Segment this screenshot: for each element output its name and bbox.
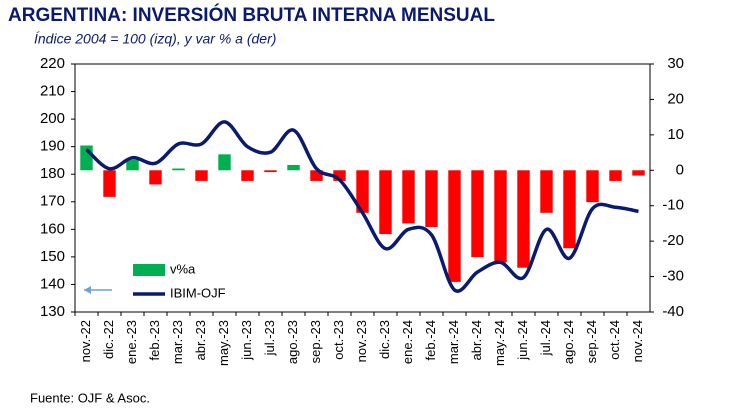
x-tick-label: jul.-24 — [538, 320, 553, 356]
bar — [517, 170, 530, 268]
x-tick-label: oct.-23 — [331, 320, 346, 360]
bar — [609, 170, 622, 181]
y-tick-label: 200 — [40, 110, 65, 127]
legend-label: IBIM-OJF — [170, 285, 226, 300]
bar — [471, 170, 484, 258]
x-tick-label: feb.-23 — [147, 320, 162, 360]
legend-label: v%a — [170, 261, 196, 276]
bar — [333, 170, 346, 181]
x-tick-label: may.-23 — [216, 320, 231, 366]
bar — [586, 170, 599, 203]
plot-frame — [74, 63, 651, 313]
bar — [540, 170, 553, 213]
legend-arrow — [84, 286, 112, 294]
x-tick-label: mar.-23 — [170, 320, 185, 364]
x-tick-label: nov.-22 — [78, 320, 93, 362]
y2-tick-label: 10 — [667, 126, 684, 143]
x-tick-label: sep.-24 — [584, 320, 599, 363]
x-tick-label: ago.-23 — [285, 320, 300, 364]
x-tick-label: abr.-23 — [193, 320, 208, 360]
bar — [425, 170, 438, 227]
x-tick-label: ene.-23 — [124, 320, 139, 364]
bar — [172, 168, 185, 171]
bar — [563, 170, 576, 249]
bar — [103, 170, 116, 197]
y2-tick-label: -30 — [662, 268, 684, 285]
source: Fuente: OJF & Asoc. — [30, 390, 150, 405]
bar — [310, 170, 323, 181]
bar — [149, 170, 162, 185]
y-tick-label: 150 — [40, 248, 65, 265]
y2-tick-label: -10 — [662, 197, 684, 214]
bar — [218, 154, 231, 171]
y2-tick-label: 30 — [667, 55, 684, 72]
x-tick-label: ene.-24 — [400, 320, 415, 364]
legend-swatch — [133, 264, 165, 276]
line — [85, 120, 639, 293]
y2-tick-label: 20 — [667, 90, 684, 107]
x-tick-label: jun.-23 — [239, 320, 254, 361]
x-tick-label: dic.-22 — [101, 320, 116, 359]
y-tick-label: 190 — [40, 138, 65, 155]
y2-tick-label: -40 — [662, 303, 684, 320]
bar — [126, 159, 139, 171]
bar — [264, 170, 277, 173]
bar — [195, 170, 208, 181]
x-tick-label: ago.-24 — [561, 320, 576, 364]
chart-subtitle: Índice 2004 = 100 (izq), y var % a (der) — [34, 31, 276, 47]
y2-tick-label: 0 — [676, 161, 684, 178]
bar — [356, 170, 369, 213]
y-tick-label: 170 — [40, 193, 65, 210]
y-tick-label: 160 — [40, 220, 65, 237]
x-tick-label: feb.-24 — [423, 320, 438, 360]
bar — [632, 170, 645, 176]
x-tick-label: nov.-24 — [630, 320, 645, 362]
bar — [287, 164, 300, 171]
y-tick-label: 210 — [40, 83, 65, 100]
x-tick-label: sep.-23 — [308, 320, 323, 363]
bar — [402, 170, 415, 224]
chart-title: ARGENTINA: INVERSIÓN BRUTA INTERNA MENSU… — [8, 4, 495, 26]
y2-tick-label: -20 — [662, 232, 684, 249]
y-tick-label: 180 — [40, 165, 65, 182]
x-tick-label: jun.-24 — [515, 320, 530, 361]
y-tick-label: 220 — [40, 55, 65, 72]
bar — [379, 170, 392, 235]
x-tick-label: abr.-24 — [469, 320, 484, 360]
bar — [80, 145, 93, 171]
y-tick-label: 130 — [40, 303, 65, 320]
x-tick-label: mar.-24 — [446, 320, 461, 364]
y-tick-label: 140 — [40, 275, 65, 292]
bar — [241, 170, 254, 181]
bar — [494, 170, 507, 263]
bar — [448, 170, 461, 282]
x-tick-label: dic.-23 — [377, 320, 392, 359]
x-tick-label: nov.-23 — [354, 320, 369, 362]
x-tick-label: oct.-24 — [607, 320, 622, 360]
x-tick-label: may.-24 — [492, 320, 507, 366]
x-tick-label: jul.-23 — [262, 320, 277, 356]
